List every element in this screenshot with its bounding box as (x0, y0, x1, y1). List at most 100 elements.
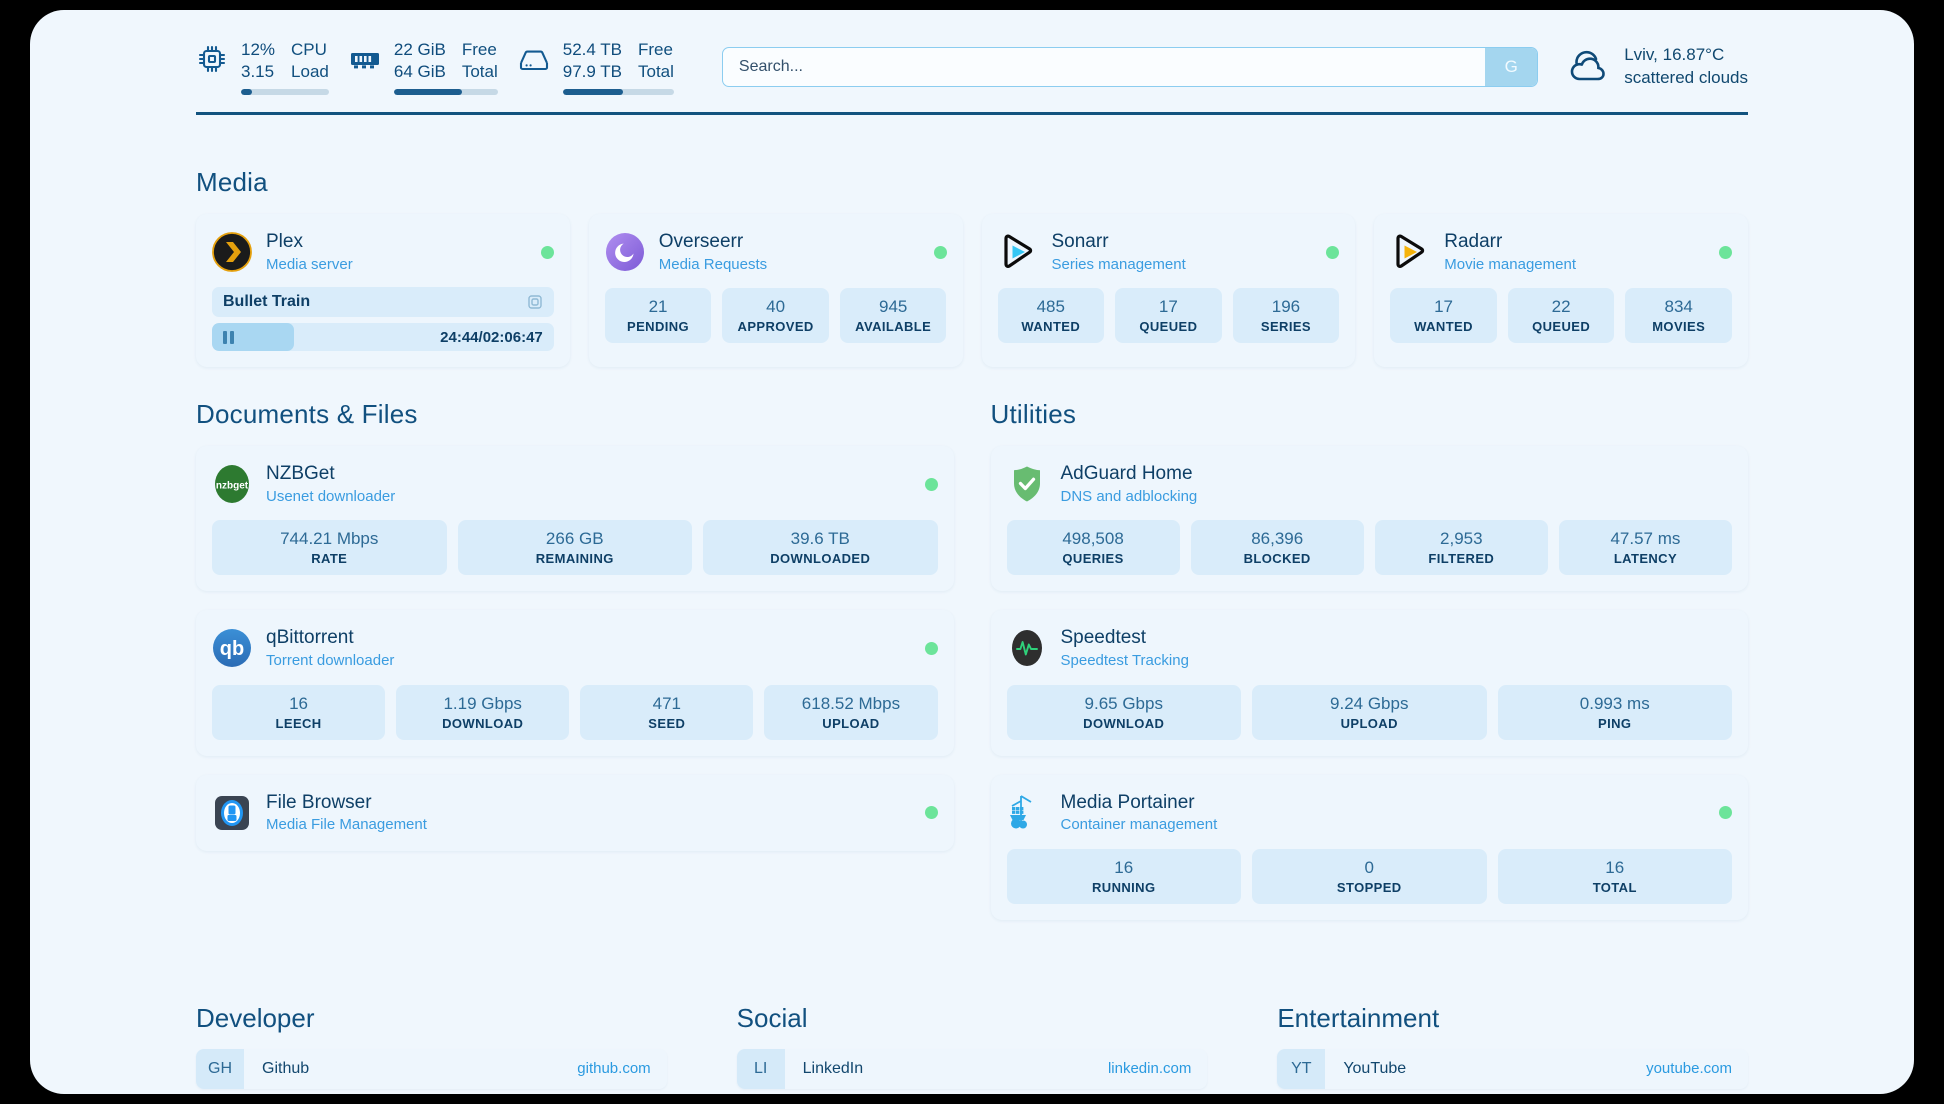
speedtest-stat-value: 9.24 Gbps (1330, 693, 1409, 713)
nzbget-stat-label: REMAINING (535, 551, 614, 567)
service-card-media-portainer[interactable]: Media Portainer Container management 16 RUN… (990, 774, 1748, 920)
speedtest-subtitle: Speedtest Tracking (1060, 652, 1189, 670)
bookmark-group-developer: DeveloperGHGithubgithub.comSOStackOverfl… (196, 1003, 667, 1094)
bookmark-item-github[interactable]: GH Github github.com (196, 1048, 667, 1089)
media-portainer-subtitle: Container management (1060, 816, 1218, 834)
adguard-home-stat-filtered: 2,953 FILTERED (1374, 520, 1548, 576)
dashboard-page: 12% 3.15 CPU Load 22 GiB 64 GiB Free Total 52.4 … (30, 10, 1914, 1094)
sonarr-stat-label: WANTED (1021, 319, 1081, 335)
stat-disk-value-1: 52.4 TB (562, 40, 622, 60)
radarr-stat-label: QUEUED (1532, 319, 1591, 335)
radarr-stat-value: 17 (1434, 297, 1453, 317)
adguard-home-subtitle: DNS and adblocking (1060, 487, 1198, 505)
service-card-speedtest[interactable]: Speedtest Speedtest Tracking 9.65 Gbps DOWN… (990, 610, 1748, 756)
filebrowser-logo-icon (212, 793, 252, 833)
service-card-nzbget[interactable]: nzbget NZBGet Usenet downloader 744.21 Mbps… (196, 446, 954, 592)
sonarr-stat-label: QUEUED (1139, 319, 1198, 335)
radarr-logo-icon (1390, 232, 1430, 272)
nzbget-subtitle: Usenet downloader (266, 487, 396, 505)
plex-player: Bullet Train 24:44/02:06:47 (212, 287, 554, 352)
plex-player-time: 24:44/02:06:47 (440, 329, 543, 346)
header-divider (196, 112, 1748, 115)
speedtest-stat-value: 0.993 ms (1579, 693, 1650, 713)
stat-memory-labels: Free Total (462, 39, 498, 83)
plex-subtitle: Media server (266, 255, 353, 273)
stat-disk-bar (562, 88, 674, 95)
qbittorrent-stat-download: 1.19 Gbps DOWNLOAD (396, 684, 570, 740)
overseerr-stat-approved: 40 APPROVED (722, 288, 829, 344)
search-input[interactable] (722, 48, 1486, 86)
stat-cpu-value-1: 12% (241, 40, 276, 60)
service-card-adguard-home[interactable]: AdGuard Home DNS and adblocking 498,508 QUE… (990, 446, 1748, 592)
service-card-overseerr[interactable]: Overseerr Media Requests 21 PENDING 40 APPROV… (588, 214, 963, 368)
service-card-radarr[interactable]: Radarr Movie management 17 WANTED 22 QUEUED 83… (1374, 214, 1748, 368)
documents-card-list: nzbget NZBGet Usenet downloader 744.21 Mbps… (196, 446, 954, 870)
qbittorrent-logo-icon: qb (212, 628, 252, 668)
bookmark-name: Github (262, 1059, 310, 1077)
radarr-stat-label: MOVIES (1652, 319, 1706, 335)
search-box[interactable]: G (721, 47, 1539, 87)
qbittorrent-subtitle: Torrent downloader (266, 652, 395, 670)
stat-memory-values: 22 GiB 64 GiB (394, 39, 446, 83)
plex-status-badge (540, 245, 554, 259)
radarr-stats: 17 WANTED 22 QUEUED 834 MOVIES (1390, 288, 1732, 344)
pause-icon[interactable] (223, 330, 234, 344)
nzbget-title: NZBGet (266, 463, 335, 485)
radarr-stat-wanted: 17 WANTED (1390, 288, 1497, 344)
speedtest-stat-label: UPLOAD (1340, 715, 1398, 731)
overseerr-stat-available: 945 AVAILABLE (839, 288, 947, 344)
disk-icon (518, 43, 550, 75)
radarr-stat-queued: 22 QUEUED (1507, 288, 1615, 344)
bookmark-name: YouTube (1343, 1059, 1407, 1077)
overseerr-stat-label: AVAILABLE (855, 319, 932, 335)
cast-icon[interactable] (527, 294, 543, 310)
media-portainer-stat-value: 0 (1364, 857, 1374, 877)
overseerr-status-badge (933, 245, 947, 259)
sonarr-status-badge (1326, 245, 1340, 259)
stat-cpu: 12% 3.15 CPU Load (196, 39, 329, 95)
qbittorrent-status-badge (924, 641, 938, 655)
svg-text:qb: qb (220, 638, 244, 660)
radarr-status-badge (1719, 245, 1732, 259)
media-portainer-stat-value: 16 (1605, 857, 1625, 877)
adguard-home-stat-label: BLOCKED (1243, 551, 1311, 567)
speedtest-stat-upload: 9.24 Gbps UPLOAD (1252, 684, 1487, 740)
media-section-title: Media (196, 167, 268, 197)
service-card-sonarr[interactable]: Sonarr Series management 485 WANTED 17 QUEUED… (981, 214, 1356, 368)
nzbget-logo-icon: nzbget (212, 464, 252, 504)
service-card-qbittorrent[interactable]: qb qBittorrent Torrent downloader 16 LEECH 1.… (196, 610, 954, 756)
utilities-section-title: Utilities (990, 399, 1077, 430)
adguard-home-stat-value: 47.57 ms (1610, 529, 1681, 549)
media-portainer-title: Media Portainer (1060, 791, 1195, 813)
qbittorrent-stat-value: 618.52 Mbps (801, 693, 901, 713)
qbittorrent-stat-label: LEECH (275, 715, 322, 731)
bookmark-item-youtube[interactable]: YT YouTube youtube.com (1277, 1048, 1748, 1089)
bookmark-url: youtube.com (1646, 1060, 1732, 1078)
cloud-icon (1566, 47, 1610, 87)
sonarr-stat-queued: 17 QUEUED (1115, 288, 1222, 344)
adguard-home-stat-value: 86,396 (1251, 529, 1304, 549)
adguard-home-stat-latency: 47.57 ms LATENCY (1558, 520, 1732, 576)
adguard-home-stat-queries: 498,508 QUERIES (1006, 520, 1180, 576)
stat-disk: 52.4 TB 97.9 TB Free Total (518, 39, 674, 95)
weather-location-temp: Lviv, 16.87°C (1624, 45, 1725, 65)
service-card-filebrowser[interactable]: File Browser Media File Management (196, 774, 954, 851)
bookmark-item-linkedin[interactable]: LI LinkedIn linkedin.com (736, 1048, 1208, 1089)
adguard-home-logo-icon (1007, 464, 1047, 504)
qbittorrent-stat-label: UPLOAD (822, 715, 880, 731)
plex-progress-bar[interactable]: 24:44/02:06:47 (212, 323, 554, 352)
stat-cpu-bar (241, 88, 329, 95)
filebrowser-status-badge (924, 806, 938, 820)
mid-sections: Documents & Files nzbget NZBGet Usenet dow… (30, 367, 1914, 939)
service-card-plex[interactable]: Plex Media server Bullet Train 24:44/02:06:… (196, 214, 570, 368)
media-portainer-stat-label: TOTAL (1592, 879, 1637, 895)
media-portainer-stat-total: 16 TOTAL (1497, 848, 1732, 904)
nzbget-stats: 744.21 Mbps RATE 266 GB REMAINING 39.6 TB DOW… (212, 520, 938, 576)
adguard-home-stat-label: LATENCY (1613, 551, 1678, 567)
overseerr-logo-icon (605, 232, 645, 272)
bookmark-abbr: LI (736, 1048, 785, 1089)
adguard-home-stat-label: QUERIES (1062, 551, 1124, 567)
bookmark-group-social: SocialLILinkedInlinkedin.comTWTwittertwi… (736, 1003, 1208, 1094)
sonarr-title: Sonarr (1051, 231, 1109, 252)
search-submit-button[interactable]: G (1485, 48, 1538, 86)
